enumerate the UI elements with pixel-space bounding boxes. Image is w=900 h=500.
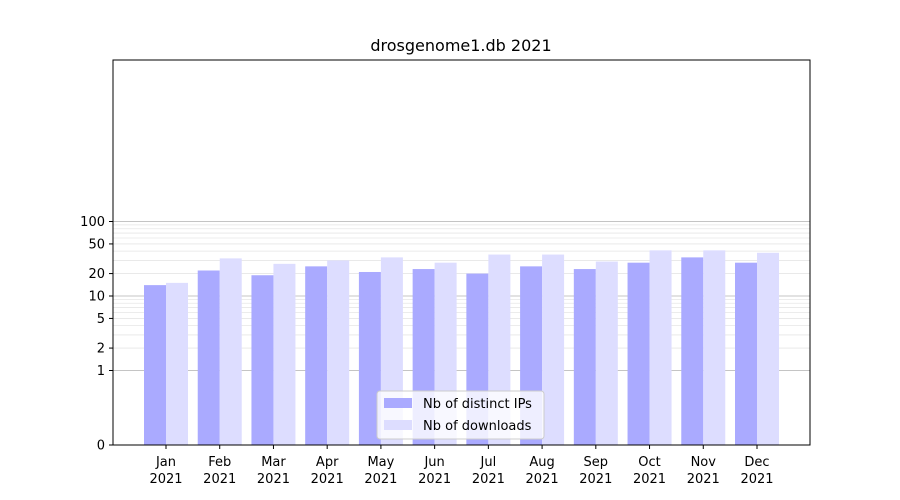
bar-distinct-ips (197, 270, 220, 445)
bar-distinct-ips (144, 285, 166, 445)
x-tick-label-year: 2021 (311, 472, 344, 487)
bar-downloads (649, 250, 672, 445)
bar-downloads (219, 258, 242, 445)
x-tick-label-month: Aug (529, 455, 554, 470)
legend-label: Nb of distinct IPs (423, 397, 532, 412)
bar-downloads (757, 252, 779, 445)
y-axis: 0 1 2 5 10 20 50 100 (80, 215, 113, 454)
y-tick-label: 10 (88, 290, 105, 305)
x-tick-label-year: 2021 (526, 472, 559, 487)
x-tick-label-month: Jul (480, 455, 497, 470)
bar-distinct-ips (305, 266, 328, 445)
x-tick-label-year: 2021 (418, 472, 451, 487)
bar-downloads (542, 254, 565, 445)
legend: Nb of distinct IPs Nb of downloads (376, 390, 545, 440)
x-tick-label-year: 2021 (203, 472, 236, 487)
bar-distinct-ips (251, 275, 274, 445)
x-tick-label-year: 2021 (149, 472, 182, 487)
x-tick-label-month: Jun (423, 455, 444, 470)
bar-distinct-ips (358, 271, 381, 445)
y-tick-label: 1 (97, 364, 105, 379)
y-tick-label: 20 (88, 267, 105, 282)
x-tick-label-year: 2021 (740, 472, 773, 487)
bar-downloads (703, 250, 726, 445)
x-tick-label-year: 2021 (472, 472, 505, 487)
x-tick-label-year: 2021 (364, 472, 397, 487)
x-tick-label-month: Apr (316, 455, 339, 470)
bar-downloads (595, 261, 618, 445)
y-tick-label: 2 (97, 342, 105, 357)
y-tick-label: 50 (88, 237, 105, 252)
bar-distinct-ips (735, 262, 757, 445)
legend-swatch (384, 398, 412, 408)
bar-distinct-ips (627, 262, 650, 445)
x-tick-label-year: 2021 (633, 472, 666, 487)
bar-downloads (273, 263, 296, 445)
x-tick-label-year: 2021 (687, 472, 720, 487)
chart-title: drosgenome1.db 2021 (370, 36, 551, 55)
x-tick-label-month: Nov (691, 455, 717, 470)
bar-distinct-ips (681, 257, 704, 445)
bar-downloads (166, 282, 188, 445)
x-axis: Jan 2021 Feb 2021 Mar 2021 Apr 2021 May 2021 Jun 20… (149, 445, 774, 487)
bar-distinct-ips (573, 269, 596, 445)
plot-frame (112, 59, 811, 446)
x-tick-label-month: Jan (155, 455, 176, 470)
y-tick-label: 100 (80, 215, 105, 230)
x-tick-label-month: Mar (261, 455, 286, 470)
x-tick-label-month: Sep (584, 455, 609, 470)
x-tick-label-month: May (367, 455, 394, 470)
legend-label: Nb of downloads (423, 419, 532, 434)
y-tick-label: 0 (97, 439, 105, 454)
legend-box (376, 390, 545, 440)
y-tick-label: 5 (97, 312, 105, 327)
x-tick-label-year: 2021 (257, 472, 290, 487)
x-tick-label-month: Dec (744, 455, 769, 470)
x-tick-label-month: Feb (208, 455, 231, 470)
x-tick-label-year: 2021 (579, 472, 612, 487)
x-tick-label-month: Oct (638, 455, 660, 470)
bar-downloads (327, 260, 350, 445)
legend-swatch (384, 420, 412, 430)
